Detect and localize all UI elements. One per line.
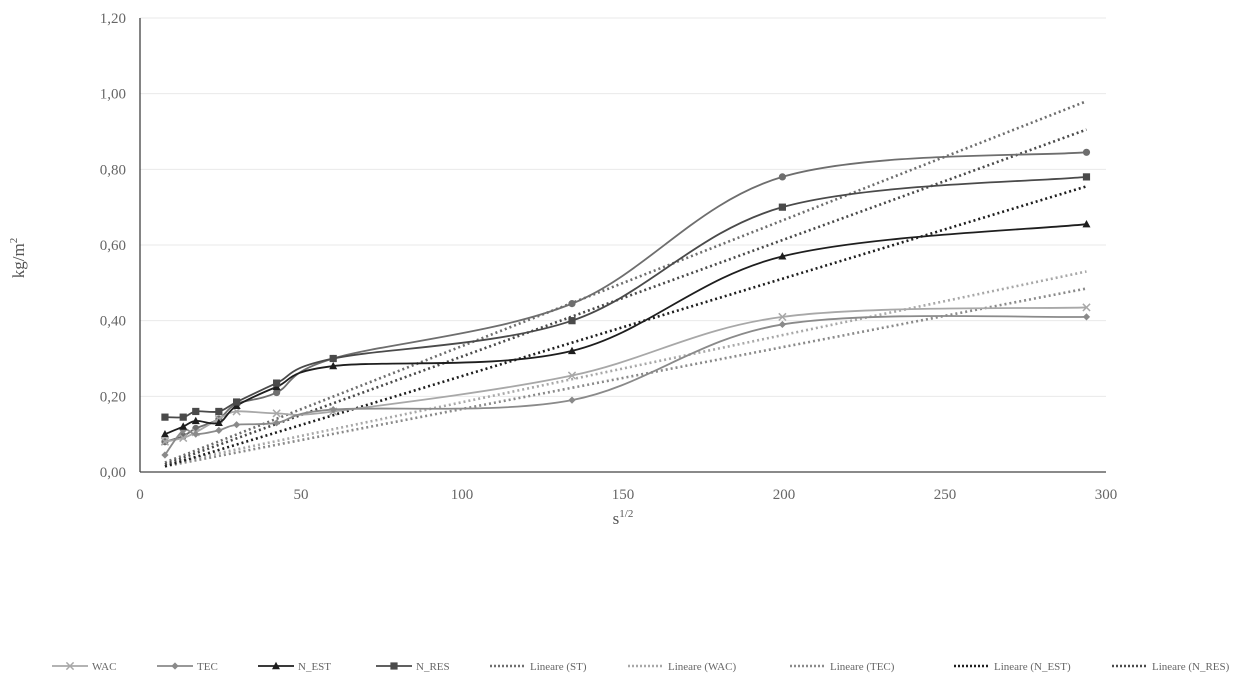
x-axis-title: s1/2 (613, 508, 634, 528)
series-tec (161, 313, 1091, 459)
x-tick-label: 200 (773, 487, 796, 503)
data-point (329, 361, 338, 370)
legend-item: Lineare (ST) (490, 661, 587, 673)
legend-item: N_RES (376, 661, 450, 673)
legend-label: Lineare (WAC) (668, 661, 736, 673)
data-point (1082, 313, 1091, 321)
x-tick-label: 0 (136, 487, 144, 503)
data-point (273, 388, 281, 397)
y-axis-ticks: 0,00 0,20 0,40 0,60 0,80 1,00 1,20 (100, 11, 126, 481)
x-axis-title-text: s (613, 509, 620, 528)
data-point (329, 354, 337, 363)
legend-label: WAC (92, 661, 116, 673)
data-point (214, 418, 223, 427)
x-tick-label: 300 (1095, 487, 1118, 503)
data-point (191, 416, 200, 425)
legend-item: N_EST (258, 661, 331, 673)
y-axis-title-superscript: 2 (8, 238, 20, 244)
series-n-est (160, 219, 1091, 438)
data-series (160, 148, 1091, 459)
legend-item: Lineare (WAC) (628, 661, 736, 673)
x-tick-label: 100 (451, 487, 474, 503)
legend-label: Lineare (ST) (530, 661, 587, 673)
legend-item: WAC (52, 661, 116, 673)
x-tick-label: 150 (612, 487, 635, 503)
legend-label: N_EST (298, 661, 331, 673)
legend-label: Lineare (N_RES) (1152, 661, 1230, 673)
y-tick-label: 0,00 (100, 465, 126, 481)
x-axis-title-superscript: 1/2 (619, 508, 633, 520)
x-tick-label: 250 (934, 487, 957, 503)
data-point (567, 371, 577, 380)
data-point (273, 419, 281, 427)
data-point (192, 430, 200, 438)
data-point (160, 429, 169, 438)
trendline-lineare-n_res- (164, 128, 1087, 466)
y-tick-label: 1,20 (100, 11, 126, 27)
series-line (164, 315, 1087, 456)
y-tick-label: 0,20 (100, 389, 126, 405)
data-point (778, 320, 786, 329)
y-tick-label: 0,60 (100, 238, 126, 254)
data-point (568, 300, 576, 308)
trendline-lineare-st- (164, 100, 1087, 464)
data-point (1082, 303, 1091, 312)
trendline-lineare-n_est- (164, 185, 1087, 468)
data-point (272, 409, 281, 418)
legend-marker (272, 661, 280, 670)
y-axis-title-text: kg/m (9, 243, 28, 278)
data-point (567, 346, 576, 355)
legend-item: TEC (157, 661, 218, 673)
legend-label: TEC (197, 661, 218, 673)
series-n-res (161, 173, 1091, 421)
data-point (179, 433, 188, 443)
trendlines (164, 100, 1087, 468)
y-tick-label: 0,80 (100, 162, 126, 178)
data-point (778, 252, 787, 260)
x-axis-ticks: 0 50 100 150 200 250 300 (136, 487, 1117, 503)
data-point (568, 317, 576, 325)
data-point (233, 398, 241, 406)
data-point (215, 426, 223, 434)
data-point (778, 312, 787, 322)
data-point (329, 405, 337, 414)
data-point (215, 407, 223, 416)
legend-label: Lineare (TEC) (830, 661, 895, 673)
data-point (161, 451, 169, 459)
data-point (778, 203, 786, 211)
series-line (164, 223, 1087, 435)
data-point (233, 421, 241, 429)
legend-marker (390, 662, 398, 670)
data-point (1082, 219, 1091, 228)
legend-marker (65, 661, 75, 671)
data-point (179, 426, 187, 434)
data-point (1082, 173, 1091, 181)
data-point (778, 173, 786, 181)
legend-item: Lineare (N_RES) (1112, 661, 1230, 673)
legend-item: Lineare (N_EST) (954, 661, 1071, 673)
x-tick-label: 50 (294, 487, 309, 503)
data-point (232, 407, 241, 416)
y-tick-label: 0,40 (100, 314, 126, 330)
legend-marker (171, 662, 179, 670)
data-point (179, 413, 187, 421)
data-point (161, 413, 169, 421)
y-axis-title: kg/m2 (8, 238, 28, 278)
legend-label: Lineare (N_EST) (994, 661, 1071, 673)
data-point (568, 396, 576, 404)
gridlines (140, 17, 1106, 397)
data-point (160, 437, 170, 446)
trendline-lineare-wac- (164, 270, 1087, 466)
legend-item: Lineare (TEC) (790, 661, 895, 673)
data-point (179, 422, 188, 430)
y-tick-label: 1,00 (100, 87, 126, 103)
data-point (273, 379, 281, 387)
trendline-lineare-tec- (164, 287, 1087, 468)
legend-label: N_RES (416, 661, 450, 673)
data-point (192, 407, 200, 416)
data-point (1082, 148, 1091, 156)
axes (139, 18, 1106, 473)
